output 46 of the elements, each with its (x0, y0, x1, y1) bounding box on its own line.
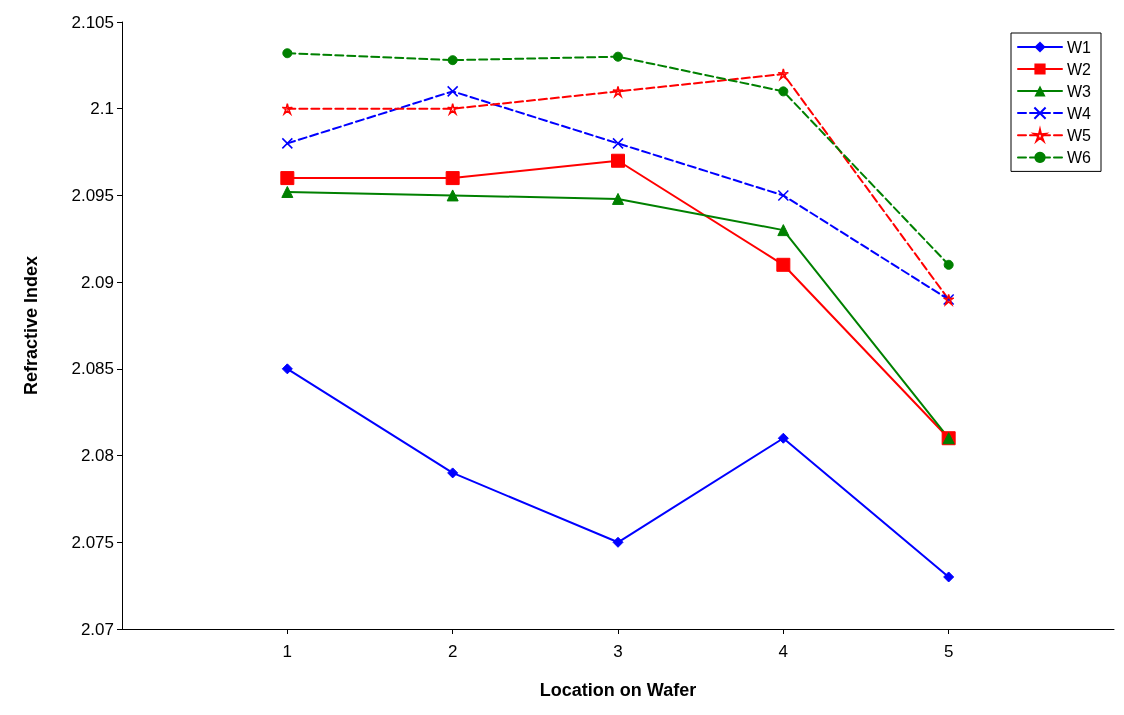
point (447, 467, 459, 479)
point (776, 257, 791, 272)
legend-label: W5 (1067, 126, 1092, 144)
y-tick-label: 2.105 (71, 12, 114, 32)
y-tick-label: 2.085 (71, 359, 114, 379)
point (281, 363, 293, 375)
point (611, 153, 625, 168)
point (612, 192, 624, 205)
x-tick-label: 5 (943, 642, 954, 661)
point (447, 55, 458, 66)
x-tick-label: 2 (447, 642, 458, 661)
point (777, 189, 790, 202)
point (612, 536, 624, 548)
y-tick-label: 2.075 (71, 532, 114, 552)
y-tick-label: 2.07 (80, 619, 114, 639)
point (281, 102, 294, 117)
point (943, 259, 954, 270)
point (280, 171, 295, 186)
y-tick-label: 2.1 (90, 99, 114, 119)
point (281, 185, 294, 198)
y-tick-label: 2.08 (80, 446, 114, 466)
legend-label: W3 (1067, 82, 1092, 100)
point (446, 85, 459, 98)
y-axis-title: Refractive Index (21, 255, 41, 396)
legend-label: W1 (1067, 38, 1092, 56)
legend-label: W4 (1067, 104, 1092, 122)
point (612, 85, 624, 98)
legend-label: W2 (1067, 60, 1092, 78)
point (446, 102, 459, 117)
y-tick-label: 2.095 (71, 185, 114, 205)
point (282, 48, 293, 59)
point (445, 171, 460, 186)
point (943, 571, 955, 583)
point (778, 86, 789, 97)
point (446, 189, 459, 202)
legend-label: W6 (1067, 148, 1092, 166)
x-tick-label: 1 (282, 642, 293, 661)
x-tick-label: 3 (613, 642, 623, 661)
point (281, 137, 294, 150)
point (777, 432, 789, 444)
y-tick-label: 2.09 (80, 272, 114, 292)
x-axis-title: Location on Wafer (539, 680, 697, 700)
point (613, 51, 623, 62)
point (612, 137, 624, 150)
x-tick-label: 4 (778, 642, 789, 661)
point (777, 224, 790, 237)
